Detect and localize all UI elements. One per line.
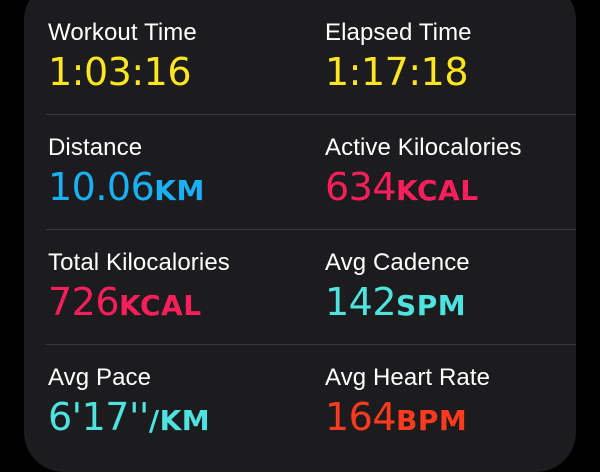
active-kilocalories-label: Active Kilocalories (325, 134, 522, 161)
avg-cadence-metric: Avg Cadence 142SPM (325, 230, 576, 345)
row-divider (46, 344, 576, 345)
total-kilocalories-metric: Total Kilocalories 726KCAL (48, 230, 318, 345)
active-kilocalories-unit: KCAL (396, 174, 479, 207)
total-kilocalories-value-group: 726KCAL (48, 283, 202, 321)
row-divider (46, 229, 576, 230)
total-kilocalories-unit: KCAL (119, 289, 202, 322)
distance-value-group: 10.06KM (48, 168, 205, 206)
elapsed-time-metric: Elapsed Time 1:17:18 (325, 0, 576, 115)
workout-time-label: Workout Time (48, 19, 197, 46)
metrics-row-3: Total Kilocalories 726KCAL Avg Cadence 1… (24, 230, 576, 345)
avg-pace-value-group: 6'17''/KM (48, 398, 210, 436)
distance-metric: Distance 10.06KM (48, 115, 318, 230)
metrics-row-1: Workout Time 1:03:16 Elapsed Time 1:17:1… (24, 0, 576, 115)
avg-heart-rate-metric: Avg Heart Rate 164BPM (325, 345, 576, 460)
total-kilocalories-label: Total Kilocalories (48, 249, 230, 276)
metrics-row-2: Distance 10.06KM Active Kilocalories 634… (24, 115, 576, 230)
elapsed-time-value: 1:17:18 (325, 50, 469, 94)
avg-pace-metric: Avg Pace 6'17''/KM (48, 345, 318, 460)
active-kilocalories-value-group: 634KCAL (325, 168, 479, 206)
workout-time-metric: Workout Time 1:03:16 (48, 0, 318, 115)
row-divider (46, 114, 576, 115)
avg-heart-rate-value: 164 (325, 395, 397, 439)
metrics-row-4: Avg Pace 6'17''/KM Avg Heart Rate 164BPM (24, 345, 576, 460)
avg-heart-rate-label: Avg Heart Rate (325, 364, 491, 391)
avg-cadence-value: 142 (325, 280, 397, 324)
avg-pace-label: Avg Pace (48, 364, 152, 391)
distance-label: Distance (48, 134, 143, 161)
workout-time-value-group: 1:03:16 (48, 50, 192, 94)
avg-pace-value: 6'17'' (48, 395, 149, 439)
active-kilocalories-metric: Active Kilocalories 634KCAL (325, 115, 576, 230)
total-kilocalories-value: 726 (48, 280, 120, 324)
avg-heart-rate-unit: BPM (396, 404, 468, 437)
workout-summary-card: Workout Time 1:03:16 Elapsed Time 1:17:1… (24, 0, 576, 472)
distance-value: 10.06 (48, 165, 155, 209)
avg-pace-unit: /KM (148, 404, 211, 437)
avg-cadence-label: Avg Cadence (325, 249, 470, 276)
avg-cadence-value-group: 142SPM (325, 283, 466, 321)
elapsed-time-label: Elapsed Time (325, 19, 472, 46)
avg-cadence-unit: SPM (396, 289, 467, 322)
workout-time-value: 1:03:16 (48, 50, 192, 94)
elapsed-time-value-group: 1:17:18 (325, 50, 469, 94)
avg-heart-rate-value-group: 164BPM (325, 398, 467, 436)
distance-unit: KM (154, 174, 205, 207)
active-kilocalories-value: 634 (325, 165, 397, 209)
